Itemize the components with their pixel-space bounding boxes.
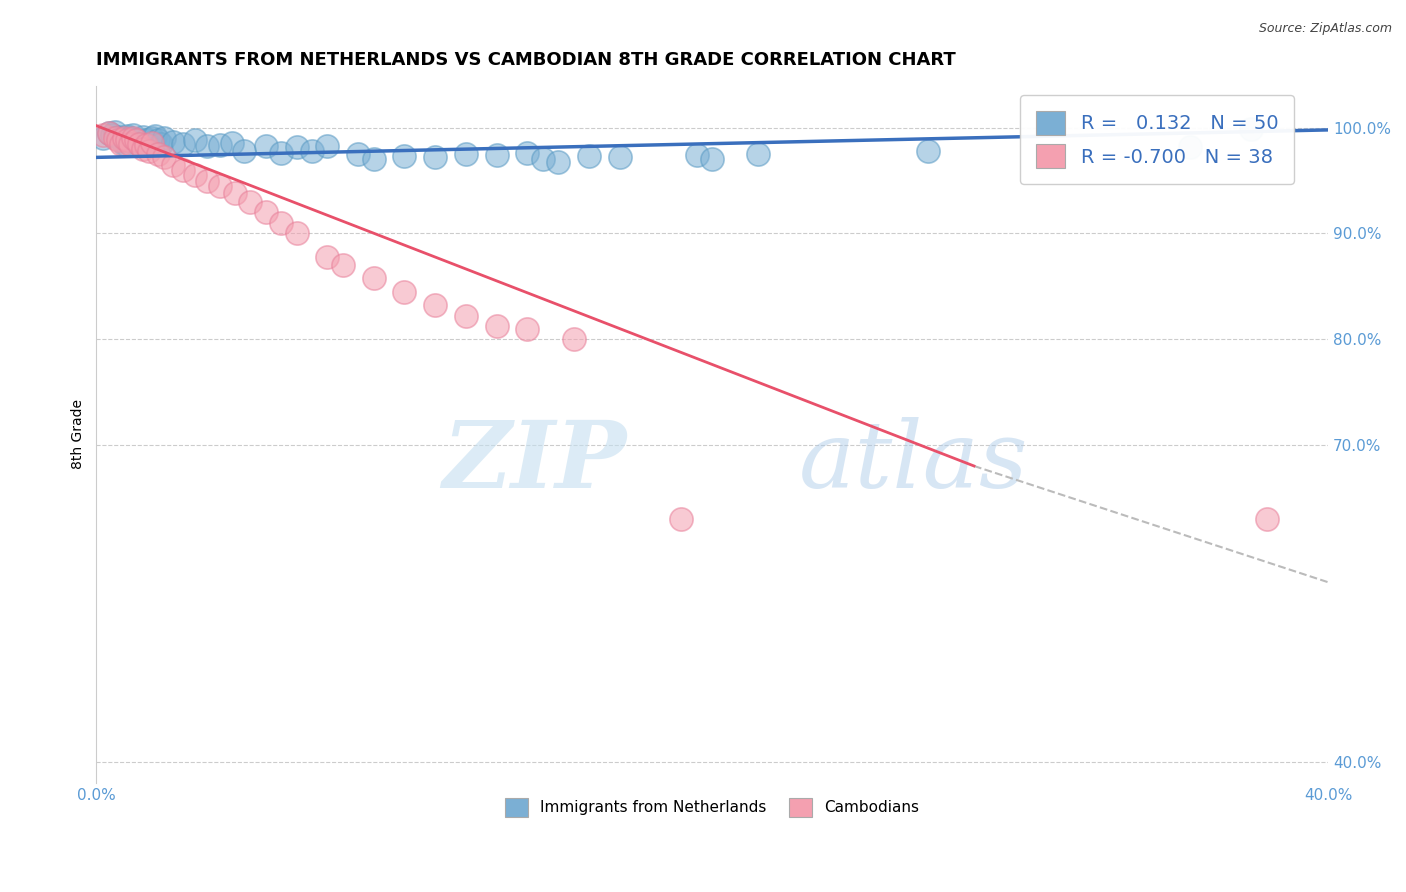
- Point: [115, 137, 138, 152]
- Point: [454, 147, 477, 161]
- Point: [115, 133, 138, 147]
- Point: [115, 129, 138, 144]
- Point: [239, 194, 262, 209]
- Point: [107, 130, 129, 145]
- Point: [138, 144, 160, 158]
- Point: [547, 154, 569, 169]
- Point: [195, 138, 218, 153]
- Point: [146, 133, 169, 147]
- Point: [138, 137, 160, 152]
- Point: [125, 133, 148, 147]
- Text: IMMIGRANTS FROM NETHERLANDS VS CAMBODIAN 8TH GRADE CORRELATION CHART: IMMIGRANTS FROM NETHERLANDS VS CAMBODIAN…: [97, 51, 956, 69]
- Point: [122, 131, 145, 145]
- Point: [110, 136, 132, 151]
- Point: [347, 147, 370, 161]
- Point: [91, 131, 114, 145]
- Point: [112, 131, 135, 145]
- Point: [394, 149, 416, 163]
- Point: [671, 512, 693, 526]
- Point: [1178, 140, 1201, 154]
- Text: ZIP: ZIP: [441, 417, 626, 508]
- Point: [141, 131, 163, 145]
- Point: [316, 250, 339, 264]
- Point: [141, 136, 163, 150]
- Point: [107, 133, 129, 147]
- Point: [153, 131, 176, 145]
- Point: [195, 174, 218, 188]
- Point: [208, 137, 231, 152]
- Point: [172, 136, 194, 151]
- Point: [917, 144, 939, 158]
- Point: [516, 146, 538, 161]
- Point: [120, 131, 142, 145]
- Point: [100, 128, 122, 143]
- Point: [143, 129, 166, 144]
- Point: [184, 169, 207, 183]
- Point: [104, 125, 127, 139]
- Point: [97, 126, 120, 140]
- Point: [285, 227, 308, 241]
- Point: [224, 186, 246, 201]
- Point: [578, 149, 600, 163]
- Point: [131, 130, 153, 145]
- Point: [270, 146, 292, 161]
- Y-axis label: 8th Grade: 8th Grade: [72, 400, 86, 469]
- Point: [112, 136, 135, 151]
- Point: [609, 150, 631, 164]
- Point: [104, 131, 127, 145]
- Point: [162, 158, 184, 172]
- Text: Source: ZipAtlas.com: Source: ZipAtlas.com: [1258, 22, 1392, 36]
- Point: [125, 133, 148, 147]
- Point: [254, 205, 277, 219]
- Point: [485, 148, 508, 162]
- Point: [128, 136, 150, 151]
- Point: [332, 258, 354, 272]
- Point: [702, 153, 724, 167]
- Point: [516, 321, 538, 335]
- Point: [285, 140, 308, 154]
- Point: [562, 332, 585, 346]
- Point: [363, 271, 385, 285]
- Point: [97, 126, 120, 140]
- Point: [135, 133, 157, 147]
- Point: [233, 144, 256, 158]
- Legend: Immigrants from Netherlands, Cambodians: Immigrants from Netherlands, Cambodians: [498, 790, 927, 824]
- Point: [747, 147, 769, 161]
- Point: [454, 309, 477, 323]
- Point: [172, 163, 194, 178]
- Point: [131, 142, 153, 156]
- Point: [485, 319, 508, 334]
- Point: [423, 150, 446, 164]
- Text: atlas: atlas: [799, 417, 1028, 508]
- Point: [162, 135, 184, 149]
- Point: [363, 153, 385, 167]
- Point: [686, 148, 709, 162]
- Point: [91, 128, 114, 143]
- Point: [150, 136, 173, 151]
- Point: [394, 285, 416, 299]
- Point: [135, 137, 157, 152]
- Point: [423, 298, 446, 312]
- Point: [120, 136, 142, 151]
- Point: [221, 136, 243, 150]
- Point: [122, 128, 145, 143]
- Point: [1256, 512, 1278, 526]
- Point: [184, 133, 207, 147]
- Point: [270, 216, 292, 230]
- Point: [153, 150, 176, 164]
- Point: [301, 144, 323, 158]
- Point: [110, 133, 132, 147]
- Point: [1240, 121, 1263, 136]
- Point: [146, 147, 169, 161]
- Point: [531, 153, 554, 167]
- Point: [208, 178, 231, 193]
- Point: [128, 136, 150, 151]
- Point: [254, 138, 277, 153]
- Point: [316, 138, 339, 153]
